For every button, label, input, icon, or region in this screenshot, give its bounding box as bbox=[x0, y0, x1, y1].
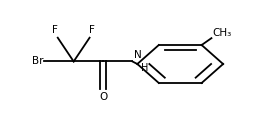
Text: F: F bbox=[89, 25, 95, 35]
Text: N: N bbox=[134, 50, 141, 60]
Text: CH₃: CH₃ bbox=[213, 28, 232, 38]
Text: O: O bbox=[99, 92, 107, 102]
Text: F: F bbox=[52, 25, 58, 35]
Text: Br: Br bbox=[31, 56, 43, 66]
Text: H: H bbox=[141, 63, 148, 73]
